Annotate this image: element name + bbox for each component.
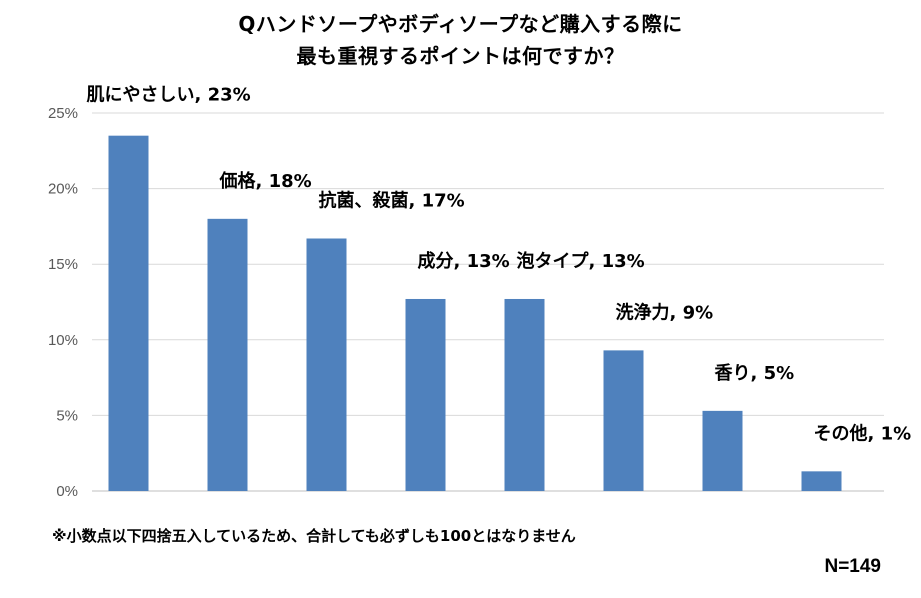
data-label: 泡タイプ, 13% bbox=[517, 250, 645, 272]
y-tick-label: 15% bbox=[48, 256, 78, 273]
data-label: 成分, 13% bbox=[418, 250, 510, 272]
data-label: その他, 1% bbox=[814, 422, 912, 444]
bar bbox=[207, 218, 248, 491]
sample-size: N=149 bbox=[824, 556, 881, 577]
y-tick-label: 5% bbox=[56, 407, 78, 424]
y-tick-label: 25% bbox=[48, 105, 78, 122]
bar bbox=[702, 410, 743, 491]
y-tick-label: 0% bbox=[56, 483, 78, 500]
chart-title-line-1: Qハンドソープやボディソープなど購入する際に bbox=[238, 12, 683, 36]
bar bbox=[801, 471, 842, 491]
data-label: 洗浄力, 9% bbox=[616, 301, 714, 323]
data-label: 価格, 18% bbox=[219, 170, 312, 192]
data-label: 香り, 5% bbox=[714, 363, 795, 384]
bar bbox=[405, 298, 446, 491]
y-tick-label: 10% bbox=[48, 332, 78, 349]
footnote: ※小数点以下四捨五入しているため、合計しても必ずしも100とはなりません bbox=[52, 527, 576, 545]
bar bbox=[306, 238, 347, 491]
bar bbox=[504, 298, 545, 491]
data-label: 抗菌、殺菌, 17% bbox=[319, 189, 465, 211]
bar bbox=[603, 350, 644, 491]
y-tick-label: 20% bbox=[48, 181, 78, 198]
chart-title-line-2: 最も重視するポイントは何ですか？ bbox=[296, 44, 625, 68]
bar bbox=[108, 135, 149, 491]
data-label: 肌にやさしい, 23% bbox=[87, 85, 251, 106]
